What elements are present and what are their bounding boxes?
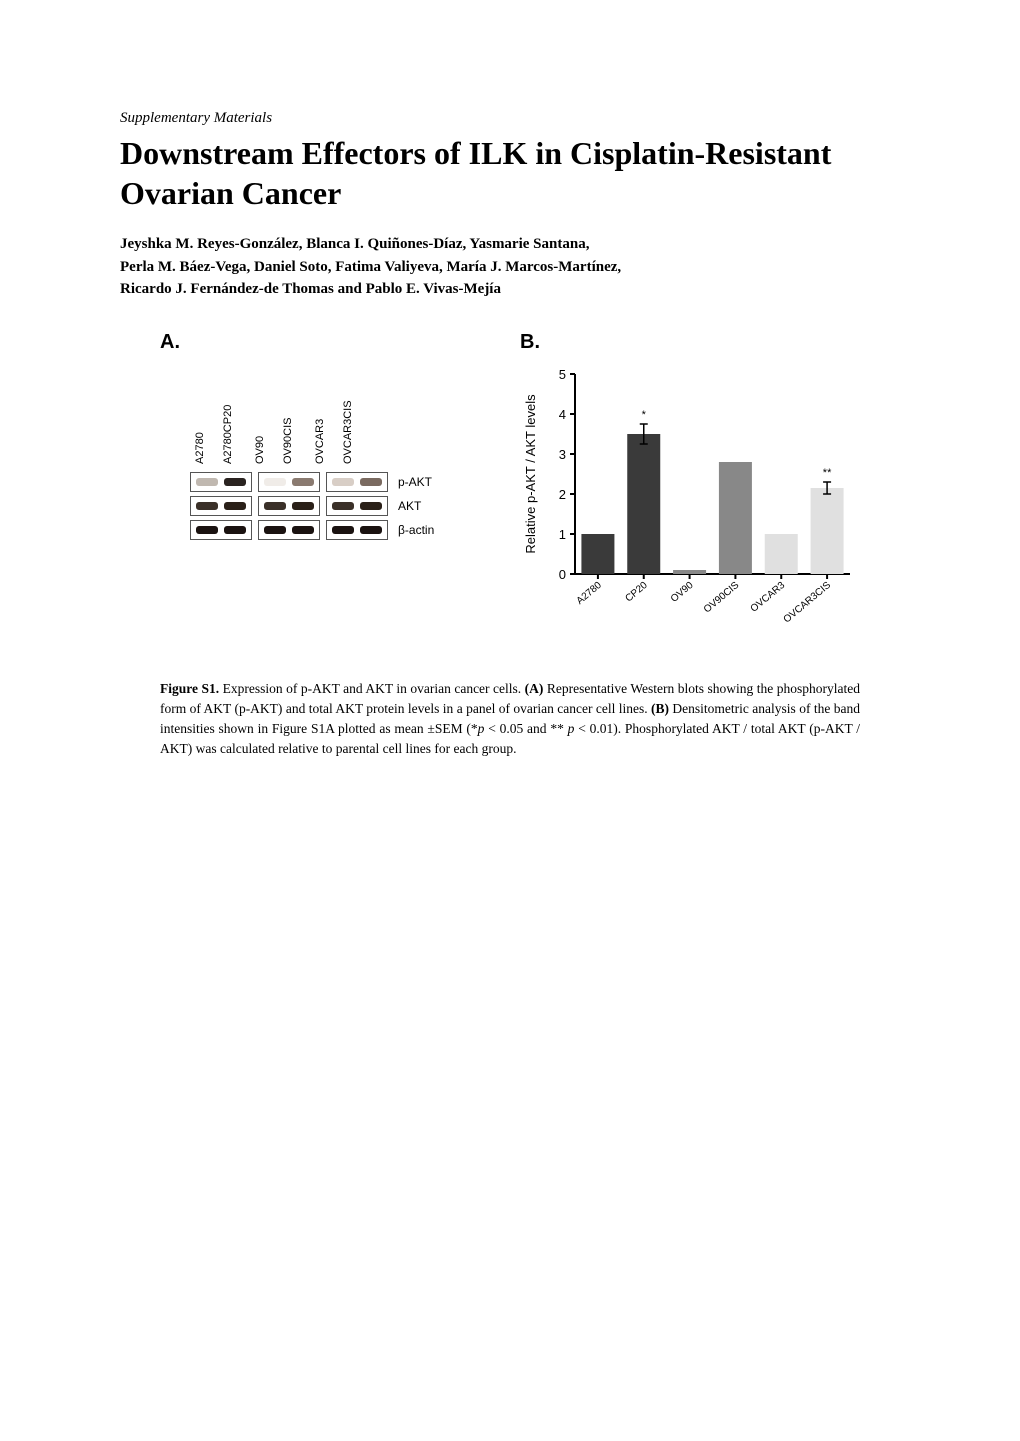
panel-a-label: A. [160,331,500,354]
blot-band [360,478,382,486]
svg-text:Relative p-AKT / AKT levels: Relative p-AKT / AKT levels [523,393,538,553]
blot-lane-label: OVCAR3 [314,384,326,464]
blot-lane-labels: A2780 A2780CP20 OV90 OV90CIS OVCAR3 OVCA… [190,384,500,464]
blot-band [332,526,354,534]
blot-row: AKT [190,496,500,516]
blot-lane-label: A2780 [194,384,206,464]
blot-row-label: β-actin [398,523,434,537]
svg-text:OV90CIS: OV90CIS [702,579,742,615]
svg-text:*: * [642,409,647,421]
blot-lane-label: A2780CP20 [222,384,234,464]
blot-lane-label: OV90 [254,384,266,464]
blot-group [258,496,320,516]
blot-band [332,478,354,486]
panel-b-label: B. [520,331,860,354]
blot-row: β-actin [190,520,500,540]
blot-band [196,478,218,486]
blot-group [190,472,252,492]
blot-band [224,478,246,486]
authors-line: Perla M. Báez-Vega, Daniel Soto, Fatima … [120,256,900,279]
figure-panel-b: B. 0 1 2 3 4 5 Relative p-AKT / AKT levels A278… [520,331,860,649]
svg-text:1: 1 [559,527,566,542]
blot-lane-label: OVCAR3CIS [342,384,354,464]
bar-chart: 0 1 2 3 4 5 Relative p-AKT / AKT levels A2780 * C… [520,364,860,644]
svg-text:4: 4 [559,407,566,422]
svg-text:5: 5 [559,367,566,382]
blot-band [196,502,218,510]
blot-group [326,520,388,540]
blot-group [190,520,252,540]
blot-band [264,526,286,534]
blot-band [224,502,246,510]
blot-band [196,526,218,534]
svg-text:OVCAR3: OVCAR3 [749,579,788,614]
caption-part-b: (B) [651,701,669,716]
blot-group [190,496,252,516]
blot-band [332,502,354,510]
blot-band [264,478,286,486]
blot-row-label: AKT [398,499,421,513]
blot-row-label: p-AKT [398,475,432,489]
authors-block: Jeyshka M. Reyes-González, Blanca I. Qui… [120,233,900,301]
svg-text:2: 2 [559,487,566,502]
blot-band [360,502,382,510]
caption-text: Expression of p-AKT and AKT in ovarian c… [219,681,525,696]
svg-text:3: 3 [559,447,566,462]
blot-lane-label: OV90CIS [282,384,294,464]
blot-group [326,496,388,516]
supplementary-label: Supplementary Materials [120,110,900,127]
caption-label: Figure S1. [160,681,219,696]
blot-band [264,502,286,510]
authors-line: Ricardo J. Fernández-de Thomas and Pablo… [120,278,900,301]
figure-s1: A. A2780 A2780CP20 OV90 OV90CIS OVCAR3 O… [160,331,900,649]
caption-part-a: (A) [525,681,544,696]
svg-text:0: 0 [559,567,566,582]
blot-group [258,520,320,540]
blot-group [258,472,320,492]
blot-band [360,526,382,534]
paper-title: Downstream Effectors of ILK in Cisplatin… [120,133,900,213]
blot-rows: p-AKT AKT β-actin [190,472,500,540]
figure-panel-a: A. A2780 A2780CP20 OV90 OV90CIS OVCAR3 O… [160,331,500,649]
blot-band [292,502,314,510]
western-blot: A2780 A2780CP20 OV90 OV90CIS OVCAR3 OVCA… [160,364,500,540]
blot-band [292,526,314,534]
svg-text:**: ** [823,467,832,479]
blot-band [292,478,314,486]
authors-line: Jeyshka M. Reyes-González, Blanca I. Qui… [120,233,900,256]
caption-text: < 0.05 and ** [484,721,567,736]
svg-text:OV90: OV90 [669,579,696,604]
svg-text:A2780: A2780 [575,579,605,606]
blot-group [326,472,388,492]
svg-text:OVCAR3CIS: OVCAR3CIS [782,579,834,625]
figure-caption: Figure S1. Expression of p-AKT and AKT i… [160,679,860,760]
blot-band [224,526,246,534]
blot-row: p-AKT [190,472,500,492]
svg-text:CP20: CP20 [623,579,650,604]
